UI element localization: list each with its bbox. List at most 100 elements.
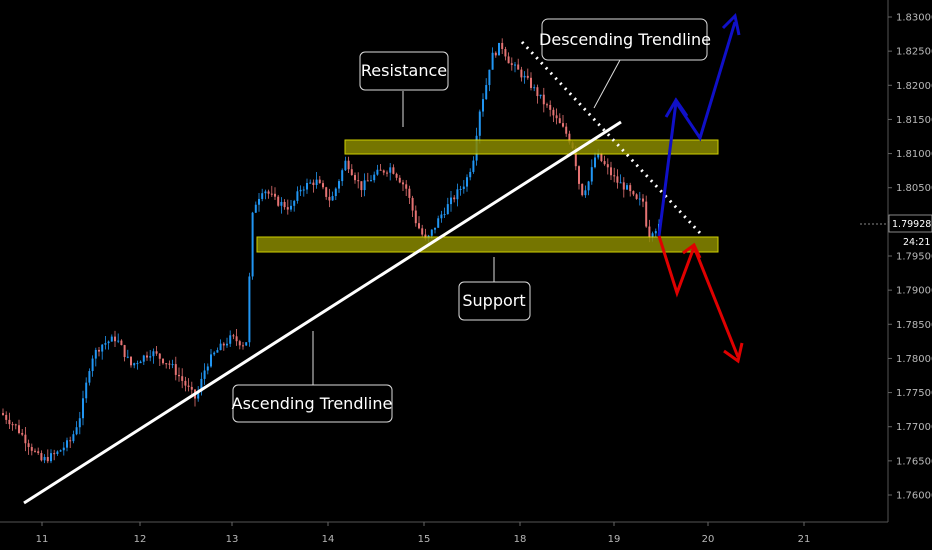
price-tick-label: 1.80500 <box>896 183 932 194</box>
bearish-candle <box>546 104 548 106</box>
bullish-candle <box>117 340 120 342</box>
bearish-candle <box>520 69 523 78</box>
current-price-label: 1.79928 <box>892 219 931 230</box>
bearish-candle <box>8 419 11 425</box>
price-tick-label: 1.77000 <box>896 422 932 433</box>
bullish-candle <box>210 354 212 367</box>
bearish-candle <box>322 183 324 188</box>
resistance-label: Resistance <box>361 61 447 80</box>
support-callout: Support <box>458 257 531 321</box>
bearish-candle <box>146 355 148 358</box>
ascending-trendline[interactable] <box>23 120 622 505</box>
price-tick-label: 1.78500 <box>896 320 932 331</box>
bullish-candle <box>654 231 657 234</box>
bearish-candle <box>392 167 395 174</box>
price-tick-label: 1.82000 <box>896 81 932 92</box>
bullish-candle <box>514 64 516 66</box>
bullish-candle <box>590 167 593 182</box>
bearish-candle <box>24 434 27 444</box>
bullish-candle <box>216 350 219 353</box>
bearish-candle <box>69 440 72 442</box>
time-axis[interactable]: 11 12 13 14 15 18 19 20 21 <box>36 522 811 545</box>
bullish-candle <box>296 191 299 201</box>
bearish-candle <box>526 75 529 78</box>
bullish-candle <box>206 366 209 371</box>
bearish-candle <box>555 115 558 119</box>
bullish-candle <box>315 179 318 186</box>
time-tick-label: 14 <box>322 534 335 545</box>
bullish-candle <box>226 343 228 346</box>
bullish-candle <box>619 182 622 184</box>
bearish-candle <box>184 380 187 386</box>
bearish-candle <box>114 336 116 342</box>
price-tick-label: 1.82500 <box>896 47 932 58</box>
bullish-candle <box>450 197 452 205</box>
bearish-candle <box>98 349 100 352</box>
bullish-candle <box>309 182 312 184</box>
bullish-candle <box>344 160 347 171</box>
bullish-candle <box>488 69 491 86</box>
bearish-candle <box>574 148 577 167</box>
bullish-candle <box>430 229 433 236</box>
descending-trendline[interactable] <box>520 40 702 235</box>
ascending-callout: Ascending Trendline <box>232 331 393 423</box>
bullish-candle <box>66 440 68 448</box>
bullish-candle <box>72 434 75 442</box>
bearish-candle <box>501 42 504 50</box>
bullish-candle <box>437 218 440 228</box>
bullish-candle <box>94 349 97 359</box>
bullish-candle <box>110 336 113 342</box>
bullish-candle <box>264 191 267 194</box>
bullish-candle <box>491 52 494 70</box>
bearish-candle <box>613 175 616 177</box>
bearish-candle <box>270 193 273 195</box>
bearish-candle <box>283 201 286 208</box>
price-tick-label: 1.78000 <box>896 354 932 365</box>
bullish-candle <box>88 371 91 383</box>
bearish-candle <box>235 336 238 342</box>
bullish-candle <box>376 169 379 175</box>
bearish-candle <box>616 176 619 183</box>
bearish-candle <box>510 63 513 65</box>
bullish-candle <box>341 170 344 182</box>
price-axis[interactable]: 1.83000 1.82500 1.82000 1.81500 1.81000 1.805… <box>888 13 932 502</box>
bearish-candle <box>635 194 638 199</box>
bearish-candle <box>325 187 328 197</box>
bearish-candle <box>610 167 612 176</box>
bullish-candle <box>523 75 526 78</box>
bearish-candle <box>37 451 40 454</box>
bearish-candle <box>232 335 235 337</box>
bearish-candle <box>328 196 331 201</box>
bearish-candle <box>14 424 17 426</box>
time-tick-label: 19 <box>608 534 621 545</box>
bullish-candle <box>82 398 84 419</box>
bearish-candle <box>357 180 360 182</box>
bearish-candle <box>53 453 56 455</box>
bullish-candle <box>446 204 449 215</box>
bearish-candle <box>632 191 635 195</box>
bearish-candle <box>277 196 280 206</box>
bullish-candle <box>584 190 587 196</box>
support-zone[interactable] <box>256 236 719 253</box>
bearish-candle <box>600 153 603 162</box>
bearish-candle <box>162 358 164 364</box>
bullish-candle <box>459 188 462 190</box>
resistance-zone[interactable] <box>344 139 719 155</box>
bullish-candle <box>299 189 302 192</box>
bearish-candle <box>181 376 184 381</box>
price-tick-label: 1.76000 <box>896 491 932 502</box>
bullish-candle <box>443 214 446 216</box>
bullish-candle <box>597 153 600 158</box>
bullish-candle <box>197 391 200 399</box>
bullish-arrow-head-top <box>721 12 741 36</box>
bullish-candle <box>651 233 654 237</box>
bullish-candle <box>261 193 264 199</box>
bearish-candle <box>645 201 648 227</box>
bearish-candle <box>395 173 398 178</box>
bullish-candle <box>152 351 155 357</box>
bullish-candle <box>370 180 372 182</box>
bullish-candle <box>213 352 216 355</box>
bullish-candle <box>331 196 334 201</box>
